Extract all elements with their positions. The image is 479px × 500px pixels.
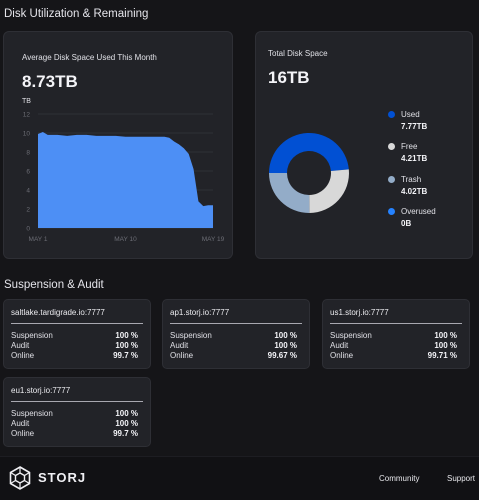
satellite-name: saltlake.tardigrade.io:7777 <box>11 308 105 317</box>
total-disk-label: Total Disk Space <box>268 49 328 58</box>
y-tick-label: 12 <box>23 112 31 119</box>
suspension-row: Suspension 100 % <box>330 331 457 342</box>
online-label: Online <box>330 351 354 360</box>
total-disk-card: Total Disk Space 16TB Used 7.77TB Free 4… <box>255 31 473 259</box>
satellite-divider <box>11 401 143 402</box>
audit-value: 100 % <box>434 341 457 350</box>
suspension-value: 100 % <box>434 331 457 340</box>
online-label: Online <box>11 429 35 438</box>
online-row: Online 99.7 % <box>11 429 138 440</box>
online-value: 99.7 % <box>113 429 138 438</box>
legend-free-value: 4.21TB <box>401 154 428 163</box>
total-disk-value: 16TB <box>268 68 310 87</box>
audit-value: 100 % <box>115 341 138 350</box>
x-tick-label: MAY 10 <box>114 236 137 243</box>
disk-usage-area-chart: 0 2 4 6 8 10 12 MAY 1 MAY 10 MAY 19 <box>23 112 225 244</box>
audit-row: Audit 100 % <box>11 341 138 352</box>
satellite-card: us1.storj.io:7777 Suspension 100 % Audit 1… <box>322 299 470 369</box>
online-row: Online 99.7 % <box>11 351 138 362</box>
legend-free-dot <box>388 143 395 150</box>
satellite-card: eu1.storj.io:7777 Suspension 100 % Audit 1… <box>3 377 151 447</box>
legend-overused-name: Overused <box>401 207 436 216</box>
audit-value: 100 % <box>274 341 297 350</box>
y-tick-label: 0 <box>26 226 30 233</box>
suspension-label: Suspension <box>170 331 212 340</box>
suspension-label: Suspension <box>11 409 53 418</box>
satellite-card: saltlake.tardigrade.io:7777 Suspension 10… <box>3 299 151 369</box>
audit-row: Audit 100 % <box>330 341 457 352</box>
donut-slice-free <box>309 169 349 213</box>
suspension-label: Suspension <box>11 331 53 340</box>
storj-logo-text[interactable]: STORJ <box>38 470 87 485</box>
donut-slice-used <box>269 133 349 173</box>
x-tick-label: MAY 19 <box>202 236 225 243</box>
audit-row: Audit 100 % <box>11 419 138 430</box>
audit-label: Audit <box>330 341 349 350</box>
avg-disk-label: Average Disk Space Used This Month <box>22 53 157 62</box>
suspension-value: 100 % <box>115 409 138 418</box>
usage-area-series <box>38 132 213 228</box>
online-label: Online <box>170 351 194 360</box>
legend-overused-dot <box>388 208 395 215</box>
satellite-divider <box>330 323 462 324</box>
audit-label: Audit <box>11 419 30 428</box>
legend-trash-dot <box>388 176 395 183</box>
storj-logo-icon[interactable] <box>8 466 32 490</box>
audit-value: 100 % <box>115 419 138 428</box>
suspension-label: Suspension <box>330 331 372 340</box>
suspension-row: Suspension 100 % <box>11 331 138 342</box>
online-row: Online 99.67 % <box>170 351 297 362</box>
audit-label: Audit <box>11 341 30 350</box>
donut-slice-trash <box>269 173 310 213</box>
online-value: 99.7 % <box>113 351 138 360</box>
legend-used-value: 7.77TB <box>401 122 428 131</box>
audit-row: Audit 100 % <box>170 341 297 352</box>
legend-free-name: Free <box>401 142 418 151</box>
audit-label: Audit <box>170 341 189 350</box>
legend-trash-name: Trash <box>401 175 422 184</box>
satellite-name: us1.storj.io:7777 <box>330 308 389 317</box>
avg-disk-unit: TB <box>22 98 31 105</box>
x-tick-label: MAY 1 <box>29 236 48 243</box>
suspension-row: Suspension 100 % <box>11 409 138 420</box>
satellite-name: eu1.storj.io:7777 <box>11 386 71 395</box>
suspension-row: Suspension 100 % <box>170 331 297 342</box>
y-tick-label: 8 <box>26 150 30 157</box>
legend-overused-value: 0B <box>401 219 412 228</box>
avg-disk-value: 8.73TB <box>22 72 78 91</box>
online-value: 99.67 % <box>267 351 297 360</box>
audit-section-title: Suspension & Audit <box>4 279 104 291</box>
footer: STORJ Community Support <box>0 456 479 500</box>
online-value: 99.71 % <box>427 351 457 360</box>
y-tick-label: 6 <box>26 169 30 176</box>
satellite-card: ap1.storj.io:7777 Suspension 100 % Audit 1… <box>162 299 310 369</box>
community-link[interactable]: Community <box>379 474 420 483</box>
y-tick-label: 10 <box>23 131 31 138</box>
legend-used-name: Used <box>401 110 420 119</box>
disk-donut-chart <box>269 133 349 213</box>
legend-used-dot <box>388 111 395 118</box>
y-tick-label: 4 <box>26 188 30 195</box>
legend-trash-value: 4.02TB <box>401 187 428 196</box>
suspension-value: 100 % <box>115 331 138 340</box>
suspension-value: 100 % <box>274 331 297 340</box>
satellite-name: ap1.storj.io:7777 <box>170 308 230 317</box>
online-label: Online <box>11 351 35 360</box>
y-tick-label: 2 <box>26 207 30 214</box>
online-row: Online 99.71 % <box>330 351 457 362</box>
satellite-divider <box>11 323 143 324</box>
disk-section-title: Disk Utilization & Remaining <box>4 8 149 20</box>
satellite-divider <box>170 323 302 324</box>
avg-disk-card: Average Disk Space Used This Month 8.73T… <box>3 31 233 259</box>
support-link[interactable]: Support <box>447 474 476 483</box>
